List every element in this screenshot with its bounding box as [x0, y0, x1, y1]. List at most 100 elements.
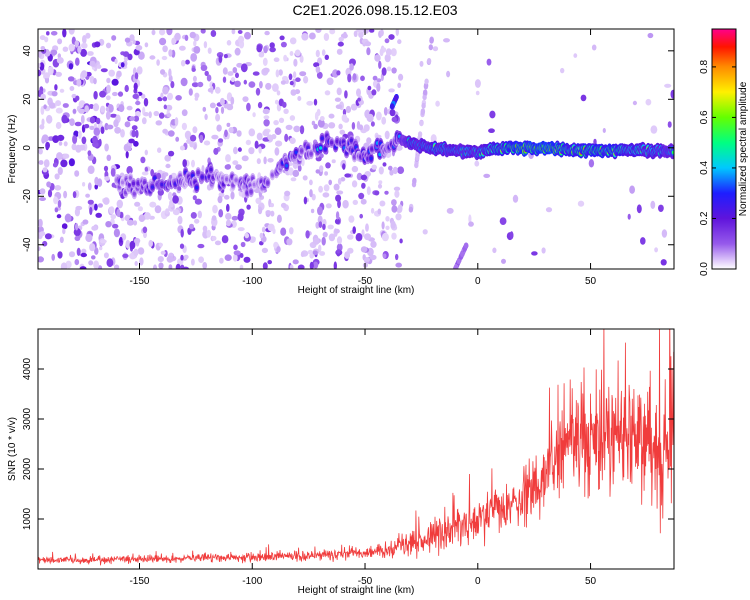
noise-cell [72, 108, 77, 114]
noise-cell [78, 144, 86, 151]
noise-cell [87, 199, 94, 205]
noise-cell [164, 154, 171, 162]
noise-cell [381, 116, 387, 125]
noise-cell [217, 138, 224, 143]
noise-cell [129, 116, 136, 121]
noise-cell [301, 158, 305, 167]
noise-cell [179, 45, 186, 51]
noise-cell [216, 124, 222, 132]
noise-cell [167, 191, 173, 201]
noise-cell [53, 196, 59, 205]
feature-cell [423, 83, 429, 90]
noise-cell [73, 228, 81, 237]
noise-cell [278, 117, 285, 124]
noise-cell [252, 71, 260, 76]
noise-cell [228, 127, 234, 134]
noise-cell [181, 122, 187, 131]
noise-cell [47, 189, 53, 198]
noise-cell [501, 258, 506, 264]
noise-cell [483, 173, 491, 178]
noise-cell [149, 201, 157, 208]
noise-cell [87, 182, 92, 191]
noise-cell [75, 95, 80, 101]
noise-cell [297, 264, 305, 269]
noise-cell [348, 215, 355, 223]
noise-cell [239, 264, 244, 269]
noise-cell [588, 159, 595, 168]
noise-cell [367, 85, 372, 91]
noise-cell [256, 44, 263, 53]
noise-cell [246, 102, 251, 112]
noise-cell [248, 128, 256, 137]
noise-cell [658, 204, 664, 212]
noise-cell [336, 249, 341, 254]
noise-cell [371, 164, 378, 170]
noise-cell [80, 48, 87, 57]
noise-cell [275, 140, 283, 147]
noise-cell [395, 253, 399, 261]
noise-cell [475, 90, 480, 96]
noise-cell [177, 215, 183, 225]
noise-cell [297, 96, 302, 101]
noise-cell [89, 243, 96, 252]
noise-cell [299, 55, 304, 63]
noise-cell [370, 240, 377, 248]
feature-cell [429, 37, 434, 44]
noise-cell [206, 74, 212, 82]
noise-cell [48, 102, 56, 109]
noise-cell [39, 62, 45, 71]
noise-cell [289, 137, 296, 144]
noise-cell [136, 66, 143, 75]
noise-cell [311, 193, 316, 201]
noise-cell [113, 228, 120, 238]
noise-cell [38, 148, 43, 155]
noise-cell [157, 147, 162, 153]
feature-cell [424, 78, 429, 85]
noise-cell [55, 100, 62, 107]
noise-cell [68, 63, 74, 70]
noise-cell [388, 165, 393, 171]
snr-series-line [38, 329, 674, 566]
noise-cell [62, 46, 69, 52]
noise-cell [248, 81, 256, 88]
noise-cell [323, 184, 330, 192]
noise-cell [297, 164, 302, 172]
noise-cell [139, 257, 144, 266]
feature-cell [453, 265, 458, 269]
noise-cell [129, 34, 135, 42]
noise-cell [357, 97, 361, 102]
noise-cell [390, 220, 396, 229]
noise-cell [106, 124, 114, 130]
noise-cell [468, 214, 472, 224]
noise-cell [149, 55, 156, 60]
noise-cell [213, 147, 219, 155]
spectrogram-y-tick-label: 0 [22, 145, 33, 151]
noise-cell [270, 210, 275, 217]
noise-cell [328, 122, 336, 129]
noise-cell [116, 199, 124, 209]
noise-cell [344, 173, 352, 178]
noise-cell [166, 113, 172, 118]
noise-cell [261, 226, 266, 233]
noise-cell [159, 29, 166, 36]
noise-cell [211, 134, 219, 140]
noise-cell [126, 166, 133, 175]
noise-cell [315, 221, 320, 229]
noise-cell [262, 108, 270, 115]
noise-cell [189, 31, 196, 39]
noise-cell [188, 88, 193, 96]
noise-cell [309, 32, 316, 40]
noise-cell [219, 97, 225, 106]
noise-cell [94, 203, 98, 211]
noise-cell [168, 264, 173, 269]
noise-cell [54, 207, 59, 213]
track-core [128, 176, 132, 180]
noise-cell [318, 221, 323, 229]
noise-cell [286, 238, 293, 246]
noise-cell [43, 72, 51, 79]
noise-cell [259, 232, 264, 239]
colorbar-tick-label: 0.0 [699, 262, 710, 276]
noise-cell [120, 129, 125, 138]
track-core [196, 170, 200, 175]
noise-cell [364, 41, 372, 47]
